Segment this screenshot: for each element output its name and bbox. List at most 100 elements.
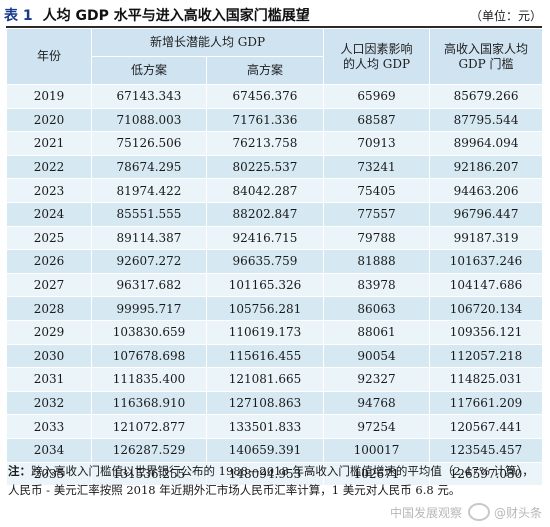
watermark-source: 中国发展观察 [389, 505, 462, 520]
cell-year: 2031 [6, 367, 92, 392]
footnote-text: 跨入高收入门槛值以世界银行公布的 1988—2018 年高收入门槛值增速的平均值… [8, 464, 534, 497]
cell-year: 2029 [6, 319, 92, 345]
col-header-potential-gdp: 新增长潜能人均 GDP [90, 28, 325, 57]
cell-threshold: 96796.447 [429, 201, 544, 227]
cell-population: 70913 [323, 131, 431, 156]
col-header-population-gdp: 人口因素影响的人均 GDP [323, 28, 431, 85]
cell-threshold: 94463.206 [429, 178, 544, 203]
cell-low: 99995.717 [91, 296, 207, 321]
cell-year: 2024 [6, 201, 92, 227]
cell-year: 2020 [6, 107, 92, 133]
cell-population: 65969 [323, 84, 431, 109]
cell-low: 96317.682 [91, 272, 207, 298]
cell-population: 73241 [323, 154, 431, 180]
cell-high: 148094.953 [205, 461, 325, 487]
cell-low: 85551.555 [91, 201, 207, 227]
cell-high: 110619.173 [205, 319, 325, 345]
table-row: 2029 103830.659 110619.173 88061 109356.121 [6, 319, 544, 345]
table-row: 2019 67143.343 67456.376 65969 85679.266 [6, 84, 544, 109]
cell-low: 89114.387 [91, 225, 207, 251]
watermark: 中国发展观察 @财头条 [390, 503, 542, 521]
cell-population: 83978 [323, 272, 431, 298]
cell-low: 81974.422 [91, 178, 207, 203]
cell-high: 127108.863 [205, 390, 325, 416]
cell-low: 131536.255 [91, 461, 207, 487]
cell-year: 2033 [6, 414, 92, 439]
cell-year: 2019 [6, 84, 92, 109]
cell-high: 80225.537 [205, 154, 325, 180]
cell-population: 90054 [323, 343, 431, 369]
table-row: 2034 126287.529 140659.391 100017 123545.457 [6, 437, 544, 463]
cell-high: 84042.287 [205, 178, 325, 203]
cell-low: 75126.506 [91, 131, 207, 156]
cell-threshold: 114825.031 [429, 367, 544, 392]
cell-population: 102671 [323, 461, 431, 487]
cell-low: 116368.910 [91, 390, 207, 416]
cell-year: 2030 [6, 343, 92, 369]
weibo-logo-icon [467, 503, 490, 521]
table-row: 2035 131536.255 148094.953 102671 126597.030 [6, 461, 544, 487]
cell-population: 79788 [323, 225, 431, 251]
table-row: 2027 96317.682 101165.326 83978 104147.686 [6, 272, 544, 298]
cell-year: 2028 [6, 296, 92, 321]
cell-threshold: 85679.266 [429, 84, 544, 109]
table-title: 人均 GDP 水平与进入高收入国家门槛展望 [42, 8, 310, 24]
data-table: 年份 新增长潜能人均 GDP 人口因素影响的人均 GDP 高收入国家人均 GDP… [6, 26, 544, 487]
table-row: 2025 89114.387 92416.715 79788 99187.319 [6, 225, 544, 251]
table-row: 2024 85551.555 88202.847 77557 96796.447 [6, 201, 544, 227]
table-row: 2028 99995.717 105756.281 86063 106720.134 [6, 296, 544, 321]
cell-high: 121081.665 [205, 367, 325, 392]
cell-year: 2026 [6, 249, 92, 274]
cell-low: 121072.877 [91, 414, 207, 439]
cell-population: 68587 [323, 107, 431, 133]
cell-population: 86063 [323, 296, 431, 321]
footnote: 注：跨入高收入门槛值以世界银行公布的 1988—2018 年高收入门槛值增速的平… [8, 462, 544, 500]
cell-high: 105756.281 [205, 296, 325, 321]
cell-population: 92327 [323, 367, 431, 392]
cell-low: 78674.295 [91, 154, 207, 180]
cell-high: 133501.833 [205, 414, 325, 439]
cell-year: 2025 [6, 225, 92, 251]
cell-year: 2035 [6, 461, 92, 487]
cell-population: 94768 [323, 390, 431, 416]
cell-threshold: 106720.134 [429, 296, 544, 321]
cell-low: 107678.698 [91, 343, 207, 369]
cell-year: 2022 [6, 154, 92, 180]
cell-year: 2027 [6, 272, 92, 298]
cell-high: 67456.376 [205, 84, 325, 109]
table-row: 2021 75126.506 76213.758 70913 89964.094 [6, 131, 544, 156]
cell-high: 101165.326 [205, 272, 325, 298]
col-header-low: 低方案 [91, 56, 207, 85]
col-header-threshold: 高收入国家人均 GDP 门槛 [429, 28, 544, 85]
table-row: 2030 107678.698 115616.455 90054 112057.218 [6, 343, 544, 369]
cell-threshold: 123545.457 [429, 437, 544, 463]
cell-high: 115616.455 [205, 343, 325, 369]
table-row: 2022 78674.295 80225.537 73241 92186.207 [6, 154, 544, 180]
col-header-high: 高方案 [205, 56, 325, 85]
cell-high: 96635.759 [205, 249, 325, 274]
cell-low: 103830.659 [91, 319, 207, 345]
cell-year: 2034 [6, 437, 92, 463]
cell-year: 2032 [6, 390, 92, 416]
table-body: 2019 67143.343 67456.376 65969 85679.266 2020… [6, 84, 544, 487]
cell-population: 81888 [323, 249, 431, 274]
cell-threshold: 92186.207 [429, 154, 544, 180]
cell-threshold: 126597.030 [429, 461, 544, 487]
cell-threshold: 101637.246 [429, 249, 544, 274]
table-row: 2032 116368.910 127108.863 94768 117661.209 [6, 390, 544, 416]
table-row: 2020 71088.003 71761.336 68587 87795.544 [6, 107, 544, 133]
col-header-year: 年份 [6, 28, 92, 85]
cell-population: 75405 [323, 178, 431, 203]
cell-high: 92416.715 [205, 225, 325, 251]
cell-high: 140659.391 [205, 437, 325, 463]
cell-low: 111835.400 [91, 367, 207, 392]
cell-low: 71088.003 [91, 107, 207, 133]
table-header: 表 1 人均 GDP 水平与进入高收入国家门槛展望 （单位：元） [4, 2, 546, 28]
cell-population: 77557 [323, 201, 431, 227]
cell-threshold: 89964.094 [429, 131, 544, 156]
unit-label: （单位：元） [469, 8, 542, 23]
cell-high: 88202.847 [205, 201, 325, 227]
cell-low: 67143.343 [91, 84, 207, 109]
cell-low: 126287.529 [91, 437, 207, 463]
table-row: 2033 121072.877 133501.833 97254 120567.441 [6, 414, 544, 439]
